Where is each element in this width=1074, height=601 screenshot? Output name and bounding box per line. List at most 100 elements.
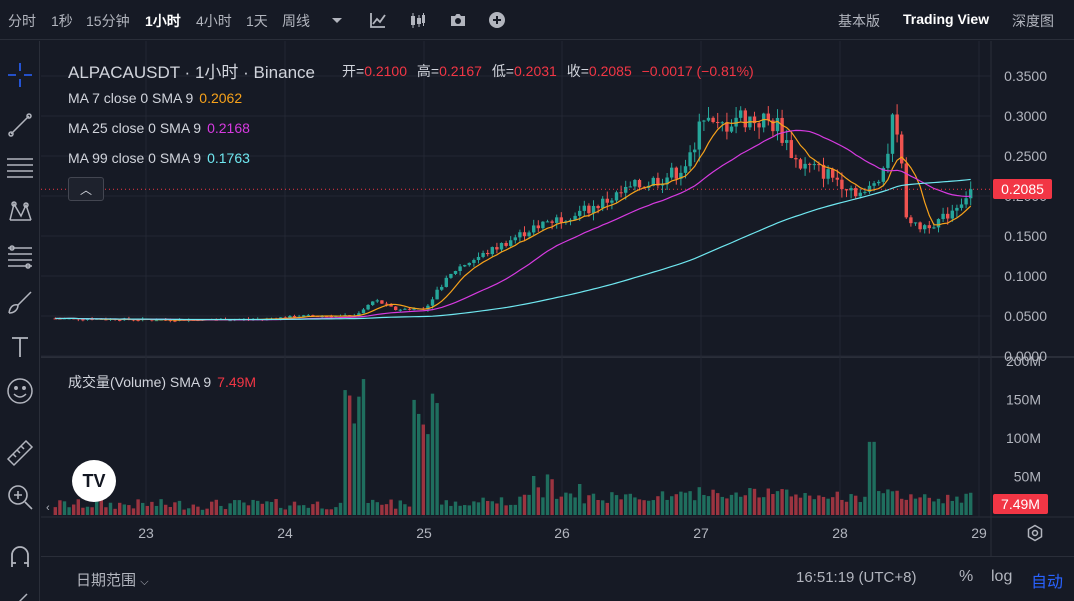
candle-type-icon[interactable] — [408, 10, 428, 30]
legend-collapse-button[interactable]: ︿ — [68, 177, 104, 201]
ma25-legend[interactable]: MA 25 close 0 SMA 9 0.2168 — [68, 120, 250, 136]
candle-body — [946, 213, 950, 219]
volume-bar — [518, 496, 522, 515]
volume-bar — [458, 505, 462, 515]
candle-body — [325, 316, 329, 318]
time-tick-label: 28 — [832, 525, 848, 541]
volume-bar — [104, 507, 108, 515]
interval-1s[interactable]: 1秒 — [51, 13, 73, 29]
candle-body — [762, 113, 766, 128]
ma99-legend[interactable]: MA 99 close 0 SMA 9 0.1763 — [68, 150, 250, 166]
candle-body — [872, 183, 876, 186]
date-range-button[interactable]: 日期范围 ⌵ — [76, 572, 149, 589]
horizontal-lines-icon[interactable] — [4, 151, 36, 183]
volume-bar — [131, 508, 136, 515]
volume-bar — [624, 494, 628, 515]
volume-bar — [679, 491, 683, 515]
volume-bar — [490, 501, 494, 515]
volume-bar — [900, 498, 904, 515]
percent-toggle[interactable]: % — [959, 568, 974, 585]
volume-bar — [702, 494, 706, 515]
candle-body — [596, 205, 600, 209]
volume-bar — [674, 494, 678, 515]
volume-bar — [752, 488, 757, 515]
volume-bar — [522, 494, 527, 515]
volume-bar — [532, 476, 536, 515]
clock-timezone[interactable]: 16:51:19 (UTC+8) — [796, 569, 917, 586]
interval-1w[interactable]: 周线 — [282, 13, 310, 29]
volume-bar — [283, 509, 287, 515]
trend-line-icon[interactable] — [4, 109, 36, 141]
brush-icon[interactable] — [4, 286, 36, 318]
volume-legend[interactable]: 成交量(Volume) SMA 9 7.49M — [68, 374, 257, 390]
candle-body — [573, 215, 577, 220]
auto-toggle[interactable]: 自动 — [1031, 574, 1064, 591]
volume-bar — [660, 491, 665, 515]
volume-bar — [757, 497, 761, 515]
magnet-icon[interactable] — [4, 541, 36, 573]
volume-bar — [394, 508, 398, 515]
volume-bar — [688, 491, 692, 515]
view-basic[interactable]: 基本版 — [838, 13, 880, 29]
volume-bar — [95, 501, 99, 515]
chart-canvas[interactable]: 0.35000.30000.25000.20000.15000.10000.05… — [41, 41, 1074, 556]
interval-4h[interactable]: 4小时 — [196, 13, 232, 29]
ma7-legend[interactable]: MA 7 close 0 SMA 9 0.2062 — [68, 90, 243, 106]
camera-icon[interactable] — [448, 10, 468, 30]
indicators-icon[interactable] — [368, 10, 388, 30]
close-value: 0.2085 — [588, 63, 632, 79]
candle-body — [959, 204, 964, 208]
volume-bar — [582, 503, 586, 515]
candle-body — [453, 271, 458, 274]
volume-bar — [817, 495, 821, 515]
crosshair-icon[interactable] — [4, 59, 36, 91]
volume-bar — [407, 506, 412, 515]
volume-bar — [808, 495, 812, 515]
volume-bar — [352, 423, 356, 515]
price-tick-label: 0.3000 — [1004, 108, 1047, 124]
interval-1d[interactable]: 1天 — [246, 13, 268, 29]
settings-gear-icon[interactable] — [1026, 524, 1044, 542]
volume-bar — [145, 505, 149, 515]
volume-bar — [858, 502, 862, 515]
volume-bar — [85, 506, 90, 515]
emoji-icon[interactable] — [4, 375, 36, 407]
interval-1h[interactable]: 1小时 — [145, 13, 181, 29]
log-toggle[interactable]: log — [991, 568, 1013, 585]
view-depth[interactable]: 深度图 — [1012, 13, 1054, 29]
view-tradingview[interactable]: Trading View — [903, 11, 990, 27]
volume-bar — [840, 499, 844, 515]
interval-15m[interactable]: 15分钟 — [86, 13, 130, 29]
lock-drawing-icon[interactable] — [4, 583, 36, 601]
candle-body — [403, 308, 407, 310]
chart-area[interactable]: 0.35000.30000.25000.20000.15000.10000.05… — [41, 41, 1074, 601]
volume-tick-label: 50M — [1014, 469, 1041, 485]
candle-body — [739, 110, 743, 118]
pattern-icon[interactable] — [4, 196, 36, 228]
price-tick-label: 0.1500 — [1004, 228, 1047, 244]
candle-body — [366, 304, 370, 310]
candle-body — [532, 225, 536, 233]
volume-bar — [375, 502, 379, 515]
volume-bar — [164, 504, 168, 515]
ruler-icon[interactable] — [4, 437, 36, 469]
chevron-down-icon[interactable] — [327, 10, 347, 30]
volume-bar — [923, 494, 927, 515]
volume-bar — [449, 505, 453, 515]
volume-bar — [877, 491, 881, 515]
add-icon[interactable] — [487, 10, 507, 30]
fib-icon[interactable] — [4, 241, 36, 273]
volume-bar — [601, 500, 605, 515]
volume-bar — [559, 496, 563, 515]
candle-body — [716, 122, 720, 124]
volume-bar — [821, 496, 826, 515]
tradingview-logo[interactable]: TV — [72, 460, 116, 502]
volume-bar — [651, 500, 655, 515]
chevron-left-icon[interactable]: ‹ — [46, 502, 50, 514]
zoom-icon[interactable] — [4, 481, 36, 513]
volume-bar — [541, 497, 545, 515]
volume-bar — [219, 505, 223, 515]
text-icon[interactable] — [4, 331, 36, 363]
volume-bar — [780, 489, 784, 515]
interval-time[interactable]: 分时 — [8, 13, 36, 29]
